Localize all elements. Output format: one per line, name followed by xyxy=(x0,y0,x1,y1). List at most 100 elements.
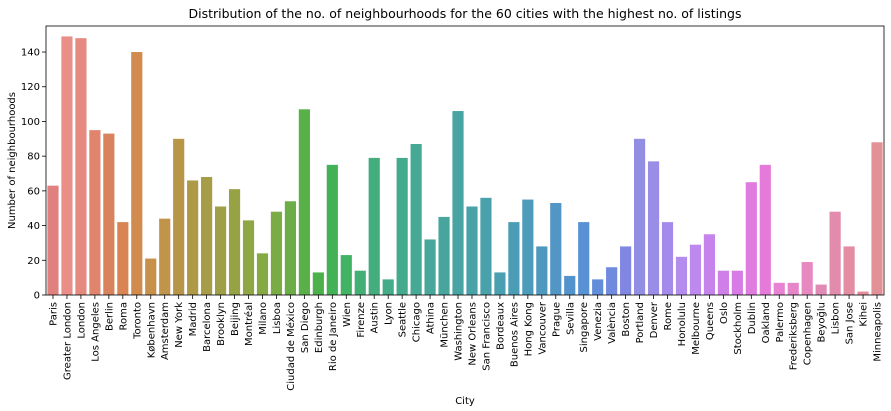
bar-23 xyxy=(368,157,380,295)
bar-31 xyxy=(480,197,492,295)
x-tick-label: Queens xyxy=(705,302,716,340)
x-tick-label: Chicago xyxy=(412,302,423,342)
x-tick-label: Hong Kong xyxy=(523,302,534,356)
y-tick-label: 120 xyxy=(21,82,40,93)
x-tick-label: Rio de Janeiro xyxy=(328,302,339,371)
x-tick-label: Beijing xyxy=(230,302,241,336)
bar-46 xyxy=(689,244,702,295)
x-tick-label: Palermo xyxy=(775,302,786,342)
x-tick-label: Frederiksberg xyxy=(789,302,800,370)
x-tick-label: Paris xyxy=(48,302,59,326)
bar-36 xyxy=(550,203,562,295)
x-tick-label: Venezia xyxy=(593,302,604,341)
x-tick-label: Sevilla xyxy=(565,302,576,335)
x-tick-label: Singapore xyxy=(579,302,590,352)
bar-12 xyxy=(215,206,227,295)
x-tick-label: Los Angeles xyxy=(90,302,101,362)
bar-35 xyxy=(536,246,548,295)
bar-49 xyxy=(731,270,743,295)
bar-39 xyxy=(592,279,604,295)
y-tick-label: 60 xyxy=(27,186,40,197)
x-tick-label: Vancouver xyxy=(537,301,548,355)
x-tick-label: Oakland xyxy=(761,302,772,343)
bar-18 xyxy=(298,109,310,295)
x-tick-label: Athina xyxy=(426,302,437,334)
x-tick-label: Firenze xyxy=(356,302,367,338)
y-tick-label: 20 xyxy=(27,256,40,267)
bar-0 xyxy=(47,185,59,295)
bar-21 xyxy=(340,255,352,295)
bar-41 xyxy=(620,246,632,295)
x-tick-label: Berlin xyxy=(104,302,115,331)
bar-26 xyxy=(410,144,422,295)
y-axis-label: Number of neighbourhoods xyxy=(7,92,18,229)
bars-group xyxy=(47,36,883,296)
bar-55 xyxy=(815,284,827,295)
x-tick-label: Montréal xyxy=(243,302,255,346)
x-tick-label: New Orleans xyxy=(467,302,478,366)
x-tick-label: Dublin xyxy=(747,302,758,334)
bar-38 xyxy=(578,222,590,295)
x-axis-ticks: Paris Greater London London Los Angeles Berl… xyxy=(48,295,884,391)
bar-7 xyxy=(145,258,157,295)
x-tick-label: Minneapolis xyxy=(873,302,884,362)
bar-53 xyxy=(787,282,799,295)
x-tick-label: Lisboa xyxy=(272,302,283,334)
bar-45 xyxy=(675,256,688,295)
bar-22 xyxy=(354,270,366,295)
bar-5 xyxy=(117,222,129,295)
x-tick-label: Greater London xyxy=(62,302,73,380)
x-tick-label: Edinburgh xyxy=(314,302,325,353)
x-tick-label: New York xyxy=(174,302,185,348)
x-tick-label: Honolulu xyxy=(677,302,688,346)
x-tick-label: London xyxy=(76,302,87,339)
bar-19 xyxy=(312,272,324,295)
x-tick-label: Roma xyxy=(118,302,129,331)
bar-58 xyxy=(857,291,869,295)
y-tick-label: 80 xyxy=(27,152,40,163)
bar-8 xyxy=(159,218,171,295)
x-tick-label: Lyon xyxy=(384,302,395,325)
x-tick-label: Prague xyxy=(551,302,562,337)
x-tick-label: San Diego xyxy=(300,302,311,353)
x-tick-label: València xyxy=(606,302,618,344)
y-tick-label: 100 xyxy=(21,117,40,128)
x-tick-label: Amsterdam xyxy=(160,302,171,360)
bar-47 xyxy=(703,234,715,295)
x-tick-label: Boston xyxy=(621,302,632,337)
bar-57 xyxy=(843,246,855,295)
bar-33 xyxy=(508,222,520,295)
x-tick-label: Copenhagen xyxy=(803,302,814,365)
x-tick-label: Rome xyxy=(663,302,674,331)
x-tick-label: Bordeaux xyxy=(495,302,506,350)
bar-9 xyxy=(173,138,185,295)
x-tick-label: San Francisco xyxy=(481,302,492,371)
bar-6 xyxy=(131,52,143,295)
bar-4 xyxy=(103,133,115,295)
bar-17 xyxy=(284,201,296,295)
bar-54 xyxy=(801,262,813,295)
bar-14 xyxy=(242,220,255,295)
y-tick-label: 140 xyxy=(21,48,40,59)
y-tick-label: 0 xyxy=(34,291,40,302)
x-tick-label: Austin xyxy=(370,302,381,333)
bar-32 xyxy=(494,272,506,295)
bar-27 xyxy=(424,239,436,295)
bar-3 xyxy=(89,130,101,295)
bar-42 xyxy=(634,138,646,295)
x-tick-label: Ciudad de México xyxy=(285,302,297,391)
x-tick-label: Toronto xyxy=(132,302,143,340)
bar-15 xyxy=(256,253,269,295)
bar-10 xyxy=(187,180,199,295)
x-tick-label: Brooklyn xyxy=(216,302,227,346)
bar-40 xyxy=(606,267,618,295)
bar-20 xyxy=(326,164,338,295)
bar-28 xyxy=(438,216,450,295)
bar-43 xyxy=(647,161,660,295)
x-tick-label: Barcelona xyxy=(202,302,213,352)
bar-34 xyxy=(522,199,534,295)
x-tick-label: San Jose xyxy=(845,302,856,344)
chart-title: Distribution of the no. of neighbourhood… xyxy=(189,6,742,21)
x-tick-label: Lisbon xyxy=(831,302,842,334)
